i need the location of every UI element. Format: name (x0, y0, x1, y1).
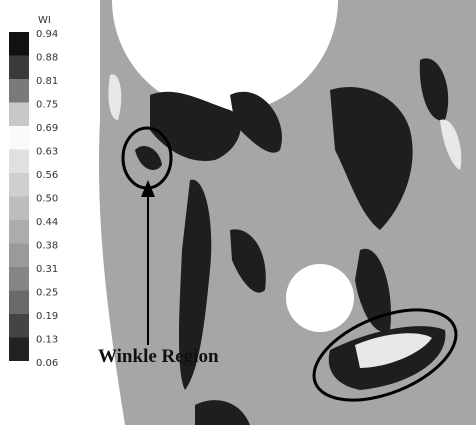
legend-swatch (9, 103, 29, 127)
legend-title: WI (38, 15, 51, 26)
legend-label: 0.38 (36, 240, 58, 251)
legend-swatch (9, 244, 29, 268)
legend-label: 0.63 (36, 146, 58, 157)
legend-swatch (9, 150, 29, 174)
legend-label: 0.06 (36, 358, 58, 369)
legend-label: 0.94 (36, 29, 58, 40)
legend-swatch (9, 197, 29, 221)
legend-label: 0.75 (36, 99, 58, 110)
legend-label: 0.56 (36, 170, 58, 181)
annotation-text: Winkle Region (98, 346, 219, 367)
legend-swatch (9, 338, 29, 362)
legend-label: 0.69 (36, 123, 58, 134)
legend-swatch (9, 267, 29, 291)
legend-label: 0.19 (36, 311, 58, 322)
legend: WI 0.94 0.88 0.81 0.75 0.69 0.63 0.56 0.50 0.44 0… (9, 15, 58, 369)
legend-label: 0.50 (36, 193, 58, 204)
hole (286, 264, 354, 332)
legend-swatch (9, 220, 29, 244)
legend-label: 0.31 (36, 264, 58, 275)
legend-swatch (9, 79, 29, 103)
legend-swatch (9, 32, 29, 56)
legend-label: 0.88 (36, 52, 58, 63)
contour-figure: Winkle Region WI 0.94 0.88 0.81 0.75 0.69 0.6… (0, 0, 476, 425)
legend-swatch (9, 173, 29, 197)
legend-label: 0.13 (36, 334, 58, 345)
legend-swatch (9, 291, 29, 315)
legend-swatch (9, 126, 29, 150)
legend-swatch (9, 314, 29, 338)
legend-label: 0.25 (36, 287, 58, 298)
page: Winkle Region WI 0.94 0.88 0.81 0.75 0.69 0.6… (0, 0, 476, 425)
legend-swatch (9, 56, 29, 80)
legend-label: 0.81 (36, 76, 58, 87)
legend-label: 0.44 (36, 217, 58, 228)
